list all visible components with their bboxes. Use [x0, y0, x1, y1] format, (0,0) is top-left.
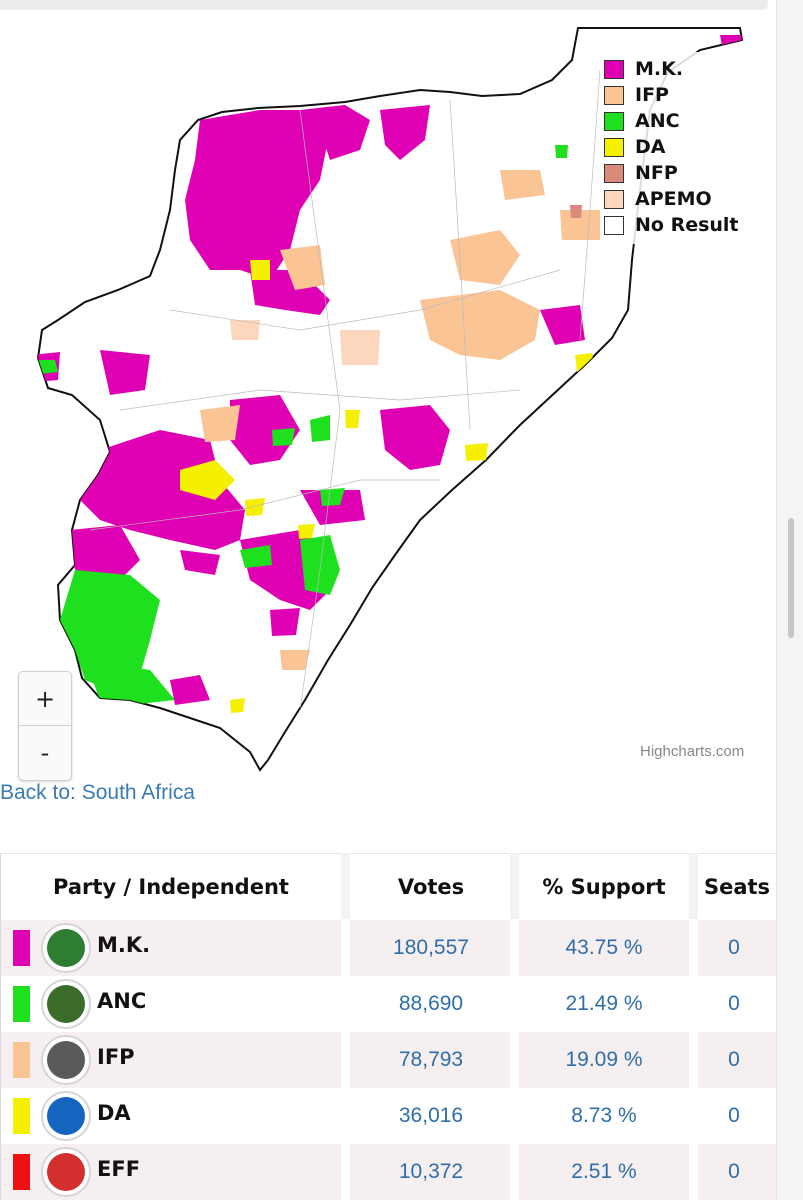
column-separator [689, 1088, 698, 1144]
results-map[interactable]: M.K. IFP ANC DA NFP APEMO No Result + - [0, 10, 775, 781]
logo-mark [47, 1097, 85, 1135]
zoom-out-button[interactable]: - [19, 725, 71, 779]
legend-item-ifp[interactable]: IFP [604, 82, 754, 108]
column-separator [689, 1144, 698, 1200]
logo-mark [47, 1041, 85, 1079]
support-value: 21.49 % [565, 992, 643, 1015]
anc-logo-icon [41, 979, 91, 1029]
legend-swatch-anc [604, 111, 624, 131]
header-votes[interactable]: Votes [351, 853, 511, 920]
district-borders [89, 69, 601, 711]
header-separator [689, 853, 698, 919]
column-separator [341, 976, 350, 1032]
header-support[interactable]: % Support [519, 853, 689, 920]
legend-item-nfp[interactable]: NFP [604, 160, 754, 186]
party-color-swatch [13, 930, 30, 966]
legend-item-da[interactable]: DA [604, 134, 754, 160]
highcharts-credit[interactable]: Highcharts.com [640, 743, 745, 760]
seats-value: 0 [728, 1160, 740, 1183]
legend-swatch-nfp [604, 163, 624, 183]
column-separator [510, 976, 519, 1032]
results-table: Party / Independent Votes % Support Seat… [0, 853, 776, 1200]
legend-swatch-da [604, 137, 624, 157]
column-separator [510, 920, 519, 976]
legend-item-apemo[interactable]: APEMO [604, 186, 754, 212]
column-separator [341, 1144, 350, 1200]
column-separator [341, 1088, 350, 1144]
legend-label: ANC [635, 110, 680, 132]
votes-value: 180,557 [393, 936, 469, 959]
party-color-swatch [13, 986, 30, 1022]
seats-value: 0 [728, 1104, 740, 1127]
legend-label: M.K. [635, 58, 684, 80]
party-name: ANC [97, 989, 147, 1013]
legend-label: NFP [635, 162, 678, 184]
logo-mark [47, 1153, 85, 1191]
column-separator [689, 1032, 698, 1088]
zoom-controls: + - [18, 671, 72, 781]
table-row[interactable]: DA 36,016 8.73 % 0 [1, 1088, 776, 1144]
map-legend: M.K. IFP ANC DA NFP APEMO No Result [600, 52, 758, 244]
table-row[interactable]: ANC 88,690 21.49 % 0 [1, 976, 776, 1032]
support-value: 43.75 % [565, 936, 643, 959]
party-color-swatch [13, 1042, 30, 1078]
party-name: DA [97, 1101, 131, 1125]
back-link[interactable]: Back to: South Africa [0, 781, 195, 804]
votes-value: 78,793 [398, 1048, 464, 1071]
legend-item-no-result[interactable]: No Result [604, 212, 754, 238]
column-separator [689, 920, 698, 976]
party-name: IFP [97, 1045, 135, 1069]
seats-value: 0 [728, 936, 740, 959]
scrollbar-thumb[interactable] [788, 518, 794, 638]
header-seats[interactable]: Seats [698, 853, 776, 920]
da-logo-icon [41, 1091, 91, 1141]
seats-value: 0 [728, 992, 740, 1015]
legend-label: DA [635, 136, 666, 158]
party-name: EFF [97, 1157, 141, 1181]
legend-label: No Result [635, 214, 739, 236]
mk-logo-icon [41, 923, 91, 973]
legend-label: IFP [635, 84, 669, 106]
legend-item-mk[interactable]: M.K. [604, 56, 754, 82]
table-row[interactable]: M.K. 180,557 43.75 % 0 [1, 920, 776, 976]
ward-regions[interactable] [30, 35, 742, 713]
party-color-swatch [13, 1154, 30, 1190]
votes-value: 36,016 [398, 1104, 464, 1127]
legend-swatch-no-result [604, 215, 624, 235]
logo-mark [47, 985, 85, 1023]
header-separator [510, 853, 519, 919]
header-separator [341, 853, 350, 919]
votes-value: 88,690 [398, 992, 464, 1015]
table-row[interactable]: EFF 10,372 2.51 % 0 [1, 1144, 776, 1200]
logo-mark [47, 929, 85, 967]
header-party[interactable]: Party / Independent [1, 853, 341, 920]
legend-swatch-ifp [604, 85, 624, 105]
legend-swatch-apemo [604, 189, 624, 209]
column-separator [510, 1144, 519, 1200]
support-value: 19.09 % [565, 1048, 643, 1071]
votes-value: 10,372 [398, 1160, 464, 1183]
column-separator [510, 1088, 519, 1144]
party-name: M.K. [97, 933, 151, 957]
seats-value: 0 [728, 1048, 740, 1071]
column-separator [341, 920, 350, 976]
column-separator [510, 1032, 519, 1088]
party-color-swatch [13, 1098, 30, 1134]
legend-item-anc[interactable]: ANC [604, 108, 754, 134]
top-bar [0, 0, 768, 10]
scrollbar-track[interactable] [776, 0, 803, 1200]
legend-label: APEMO [635, 188, 712, 210]
zoom-in-button[interactable]: + [34, 684, 56, 713]
province-map-svg[interactable] [0, 10, 775, 780]
table-row[interactable]: IFP 78,793 19.09 % 0 [1, 1032, 776, 1088]
ifp-logo-icon [41, 1035, 91, 1085]
column-separator [689, 976, 698, 1032]
support-value: 2.51 % [571, 1160, 637, 1183]
column-separator [341, 1032, 350, 1088]
eff-logo-icon [41, 1147, 91, 1197]
legend-swatch-mk [604, 59, 624, 79]
support-value: 8.73 % [571, 1104, 637, 1127]
